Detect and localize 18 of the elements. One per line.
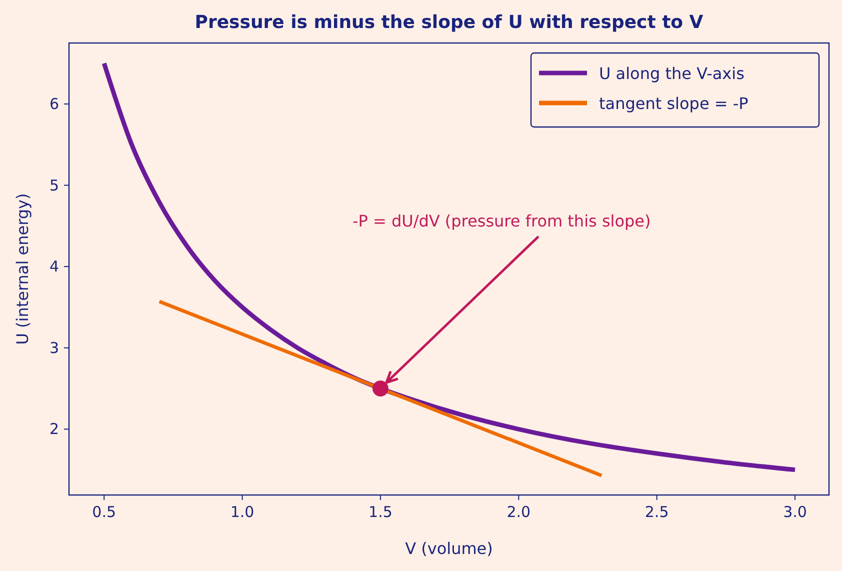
chart-title: Pressure is minus the slope of U with respect to V — [194, 12, 704, 33]
y-axis-title: U (internal energy) — [13, 193, 32, 345]
x-tick-label: 1.5 — [368, 503, 392, 521]
x-axis-title: V (volume) — [405, 539, 493, 558]
y-tick-label: 3 — [49, 338, 59, 357]
y-tick-label: 6 — [49, 94, 59, 113]
x-tick-label: 1.0 — [230, 503, 254, 521]
x-tick-label: 0.5 — [92, 503, 116, 521]
annotation: -P = dU/dV (pressure from this slope) — [352, 212, 651, 231]
legend-label: tangent slope = -P — [599, 94, 749, 113]
line-series — [102, 61, 798, 472]
y-tick-label: 5 — [49, 176, 59, 194]
y-tick-label: 2 — [49, 420, 59, 438]
x-tick-label: 2.0 — [506, 503, 531, 521]
y-tick-label: 4 — [49, 258, 59, 276]
x-tick-label: 2.5 — [644, 503, 669, 521]
legend-label: U along the V-axis — [599, 64, 744, 83]
x-tick-label: 3.0 — [783, 503, 807, 521]
